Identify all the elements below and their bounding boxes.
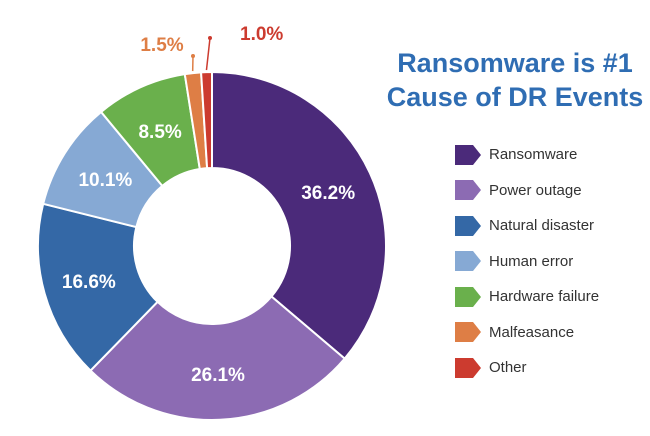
legend-label: Natural disaster	[489, 217, 595, 235]
data-label-ransomware: 36.2%	[301, 183, 355, 204]
legend-swatch-icon	[455, 322, 481, 343]
data-label-other: 1.0%	[240, 24, 283, 45]
leader-dot-malfeasance	[191, 54, 195, 58]
legend-swatch-icon	[455, 251, 481, 272]
chart-title-line-1: Ransomware is #1	[397, 48, 633, 78]
leader-line-other	[205, 37, 211, 71]
legend-label: Malfeasance	[489, 323, 575, 341]
leader-dot-other	[208, 36, 212, 40]
slice-natural-disaster	[37, 202, 159, 372]
data-label-human-error: 10.1%	[78, 170, 132, 191]
data-label-malfeasance: 1.5%	[140, 35, 183, 56]
slice-other	[200, 70, 213, 170]
legend-swatch-icon	[455, 357, 481, 378]
data-label-power-outage: 26.1%	[191, 365, 245, 386]
legend-item-human-error: Human error	[455, 244, 599, 280]
chart-title: Ransomware is #1 Cause of DR Events	[380, 46, 650, 114]
legend-item-natural-disaster: Natural disaster	[455, 208, 599, 244]
legend-label: Power outage	[489, 181, 582, 199]
chart-legend: Ransomware Power outage Natural disaster Hu…	[455, 137, 599, 386]
legend-swatch-icon	[455, 215, 481, 236]
slice-power-outage	[89, 295, 347, 421]
legend-item-malfeasance: Malfeasance	[455, 315, 599, 351]
legend-item-other: Other	[455, 350, 599, 386]
legend-label: Human error	[489, 252, 574, 270]
legend-label: Other	[489, 359, 527, 377]
legend-swatch-icon	[455, 286, 481, 307]
legend-label: Ransomware	[489, 146, 578, 164]
data-label-natural-disaster: 16.6%	[62, 272, 116, 293]
legend-item-ransomware: Ransomware	[455, 137, 599, 173]
data-label-hardware-failure: 8.5%	[138, 122, 181, 143]
legend-swatch-icon	[455, 180, 481, 201]
chart-title-line-2: Cause of DR Events	[386, 82, 644, 112]
legend-item-power-outage: Power outage	[455, 173, 599, 209]
legend-item-hardware-failure: Hardware failure	[455, 279, 599, 315]
legend-label: Hardware failure	[489, 288, 600, 306]
slice-ransomware	[211, 70, 387, 360]
legend-swatch-icon	[455, 144, 481, 165]
